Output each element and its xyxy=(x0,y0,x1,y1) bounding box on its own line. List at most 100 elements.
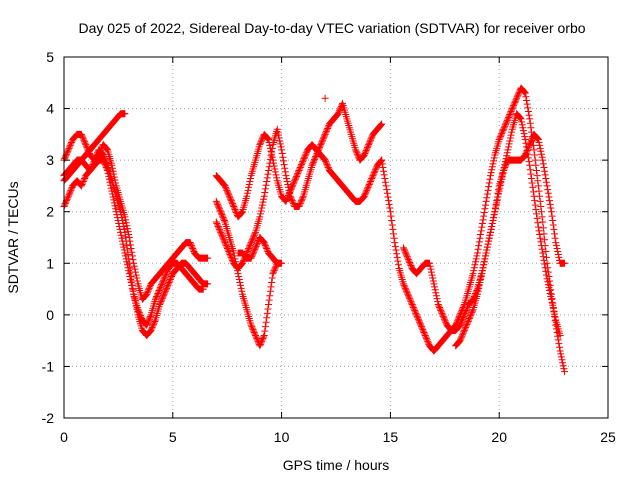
data-point xyxy=(406,296,414,304)
data-point xyxy=(161,273,169,281)
data-point xyxy=(550,225,558,233)
data-point xyxy=(464,317,472,325)
data-point xyxy=(309,160,317,168)
data-point xyxy=(392,246,400,254)
data-point xyxy=(560,368,568,376)
data-point xyxy=(283,178,291,186)
data-point xyxy=(314,147,322,155)
data-point xyxy=(365,141,373,149)
data-point xyxy=(528,175,536,183)
data-point xyxy=(274,128,282,136)
data-point xyxy=(463,305,471,313)
data-point xyxy=(260,331,268,339)
data-point xyxy=(521,89,529,97)
data-point xyxy=(215,205,223,213)
data-point xyxy=(363,185,371,193)
data-point xyxy=(362,189,370,197)
data-point xyxy=(485,237,493,245)
data-point xyxy=(363,186,371,194)
data-point xyxy=(539,249,547,257)
data-point xyxy=(147,326,155,334)
data-point xyxy=(473,249,481,257)
data-point xyxy=(322,159,330,167)
data-point xyxy=(421,331,429,339)
data-point xyxy=(492,202,500,210)
data-point xyxy=(475,281,483,289)
data-point xyxy=(405,293,413,301)
data-point xyxy=(321,94,329,102)
data-point xyxy=(488,163,496,171)
data-point xyxy=(417,323,425,331)
data-point xyxy=(214,221,222,229)
data-point xyxy=(312,151,320,159)
data-point xyxy=(161,287,169,295)
data-point xyxy=(556,347,564,355)
data-point xyxy=(243,247,251,255)
data-point xyxy=(523,143,531,151)
data-point xyxy=(133,274,141,282)
data-point xyxy=(505,113,513,121)
data-point xyxy=(245,243,253,251)
data-point xyxy=(79,179,87,187)
data-point xyxy=(270,268,278,276)
data-point xyxy=(514,90,522,98)
data-point xyxy=(127,275,135,283)
y-tick-labels: -2 -1 0 1 2 3 4 5 xyxy=(42,49,55,426)
data-point xyxy=(412,309,420,317)
data-point xyxy=(405,257,413,265)
data-point xyxy=(156,299,164,307)
data-point xyxy=(214,222,222,230)
data-point xyxy=(317,141,325,149)
data-point xyxy=(159,292,167,300)
data-point xyxy=(117,228,125,236)
data-point xyxy=(482,249,490,257)
data-point xyxy=(237,284,245,292)
data-point xyxy=(555,253,563,261)
data-point xyxy=(502,119,510,127)
data-point xyxy=(157,282,165,290)
data-point xyxy=(415,317,423,325)
data-point xyxy=(419,327,427,335)
data-point xyxy=(367,136,375,144)
data-point xyxy=(547,292,555,300)
data-point xyxy=(537,147,545,155)
data-point xyxy=(427,268,435,276)
data-point xyxy=(541,236,549,244)
data-point xyxy=(546,289,554,297)
data-point xyxy=(394,257,402,265)
data-point xyxy=(376,122,384,130)
data-point xyxy=(437,306,445,314)
data-point xyxy=(266,159,274,167)
data-point xyxy=(518,121,526,129)
data-point xyxy=(114,217,122,225)
data-point xyxy=(362,148,370,156)
data-point xyxy=(372,164,380,172)
data-point xyxy=(66,141,74,149)
data-point xyxy=(462,308,470,316)
data-point xyxy=(249,250,257,258)
data-markers xyxy=(60,84,568,376)
data-point xyxy=(490,157,498,165)
data-point xyxy=(364,142,372,150)
data-point xyxy=(336,105,344,113)
x-tick-labels: 0 5 10 15 20 25 xyxy=(60,429,616,445)
data-point xyxy=(476,234,484,242)
data-point xyxy=(556,343,564,351)
data-point xyxy=(409,303,417,311)
data-point xyxy=(230,204,238,212)
data-point xyxy=(516,113,524,121)
data-point xyxy=(401,247,409,255)
data-point xyxy=(438,309,446,317)
x-axis-label: GPS time / hours xyxy=(283,457,390,473)
data-point xyxy=(324,162,332,170)
data-point xyxy=(155,287,163,295)
data-point xyxy=(534,219,542,227)
data-point xyxy=(66,143,74,151)
data-point xyxy=(472,255,480,263)
data-point xyxy=(250,248,258,256)
data-point xyxy=(364,183,372,191)
data-point xyxy=(477,275,485,283)
data-point xyxy=(519,127,527,135)
data-point xyxy=(286,189,294,197)
data-point xyxy=(250,327,258,335)
